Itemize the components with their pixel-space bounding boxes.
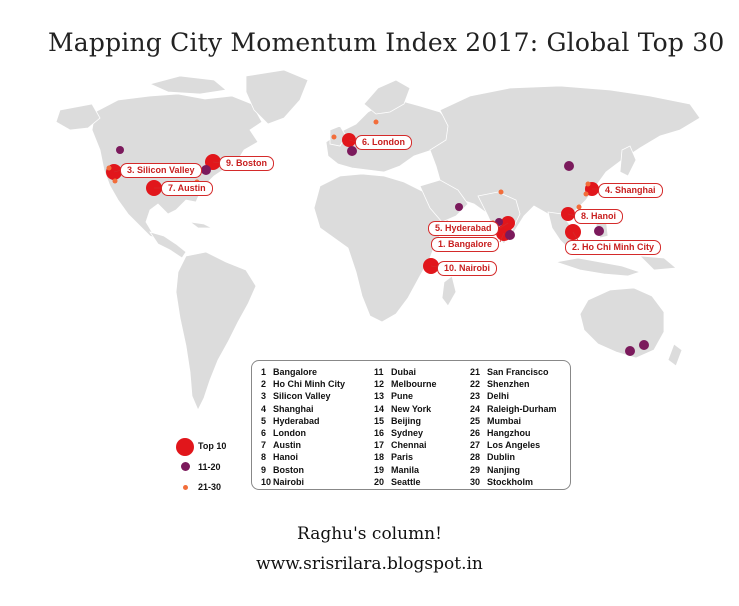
list-item: 3 Silicon Valley xyxy=(261,391,331,402)
marker-dublin xyxy=(331,134,337,140)
callout-austin: 7. Austin xyxy=(161,181,213,196)
marker-dubai xyxy=(455,203,463,211)
marker-seattle xyxy=(116,146,124,154)
ranking-list: 1 Bangalore 2 Ho Chi Minh City 3 Silicon Va… xyxy=(251,360,571,490)
marker-nanjing xyxy=(585,181,591,187)
list-item: 11 Dubai xyxy=(374,367,417,377)
arabia xyxy=(419,179,469,223)
footer-website: www.srisrilara.blogspot.in xyxy=(256,554,483,574)
list-item: 5 Hyderabad xyxy=(261,415,320,426)
japan xyxy=(619,145,637,177)
marker-sydney xyxy=(639,340,649,350)
marker-manila xyxy=(594,226,604,236)
list-item: 9 Boston xyxy=(261,464,304,475)
list-item: 18 Paris xyxy=(374,452,414,463)
callout-shanghai: 4. Shanghai xyxy=(598,183,663,198)
papua xyxy=(638,255,677,271)
indonesia xyxy=(555,257,642,277)
ranking-column-3: 21 San Francisco 22 Shenzhen 23 Delhi 24 Ral… xyxy=(470,366,557,488)
australia xyxy=(579,287,665,359)
callout-silicon-valley: 3. Silicon Valley xyxy=(120,163,202,178)
list-item: 20 Seattle xyxy=(374,476,421,487)
scandinavia xyxy=(363,79,411,115)
central-america xyxy=(149,231,187,259)
list-item: 28 Dublin xyxy=(470,452,515,463)
list-item: 25 Mumbai xyxy=(470,415,522,426)
list-item: 29 Nanjing xyxy=(470,464,520,475)
list-item: 22 Shenzhen xyxy=(470,379,530,390)
marker-san-francisco xyxy=(106,165,112,171)
list-item: 23 Delhi xyxy=(470,391,510,402)
list-item: 8 Hanoi xyxy=(261,452,299,463)
marker-hangzhou xyxy=(583,191,589,197)
list-item: 7 Austin xyxy=(261,440,301,451)
list-item: 1 Bangalore xyxy=(261,367,318,377)
list-item: 6 London xyxy=(261,427,306,438)
alaska xyxy=(55,103,101,131)
list-item: 30 Stockholm xyxy=(470,476,534,487)
ranking-column-1: 1 Bangalore 2 Ho Chi Minh City 3 Silicon Va… xyxy=(261,366,345,488)
marker-stockholm xyxy=(373,119,379,125)
marker-beijing xyxy=(564,161,574,171)
legend-dot-medium-icon xyxy=(181,462,190,471)
new-zealand xyxy=(667,343,683,367)
list-item: 10 Nairobi xyxy=(261,476,305,487)
south-america xyxy=(175,251,257,411)
callout-london: 6. London xyxy=(355,135,412,150)
list-item: 12 Melbourne xyxy=(374,379,437,390)
marker-melbourne xyxy=(625,346,635,356)
arctic-islands xyxy=(148,75,227,95)
caribbean xyxy=(189,221,213,229)
legend-dot-small-icon xyxy=(183,485,188,490)
madagascar xyxy=(441,275,457,307)
footer-caption: Raghu's column! xyxy=(297,524,442,544)
list-item: 15 Beijing xyxy=(374,415,422,426)
marker-los-angeles xyxy=(112,178,118,184)
callout-ho-chi-minh-city: 2. Ho Chi Minh City xyxy=(565,240,661,255)
list-item: 13 Pune xyxy=(374,391,414,402)
africa xyxy=(313,173,453,323)
marker-chennai xyxy=(505,230,515,240)
marker-new-york xyxy=(201,165,211,175)
list-item: 2 Ho Chi Minh City xyxy=(261,379,345,390)
ranking-column-2: 11 Dubai 12 Melbourne 13 Pune 14 New York 15… xyxy=(374,366,437,488)
list-item: 21 San Francisco xyxy=(470,367,549,377)
callout-hyderabad: 5. Hyderabad xyxy=(428,221,499,236)
page-title: Mapping City Momentum Index 2017: Global… xyxy=(48,28,725,57)
marker-delhi xyxy=(498,189,504,195)
marker-paris xyxy=(347,146,357,156)
list-item: 14 New York xyxy=(374,403,432,414)
greenland xyxy=(245,69,309,125)
legend-dot-large-icon xyxy=(176,438,194,456)
list-item: 24 Raleigh-Durham xyxy=(470,403,557,414)
list-item: 16 Sydney xyxy=(374,427,424,438)
list-item: 27 Los Angeles xyxy=(470,440,541,451)
callout-nairobi: 10. Nairobi xyxy=(437,261,498,276)
callout-hanoi: 8. Hanoi xyxy=(574,209,624,224)
callout-bangalore: 1. Bangalore xyxy=(431,237,500,252)
marker-shenzhen xyxy=(576,204,582,210)
list-item: 26 Hangzhou xyxy=(470,427,531,438)
list-item: 4 Shanghai xyxy=(261,403,314,414)
list-item: 17 Chennai xyxy=(374,440,427,451)
list-item: 19 Manila xyxy=(374,464,420,475)
callout-boston: 9. Boston xyxy=(219,156,275,171)
